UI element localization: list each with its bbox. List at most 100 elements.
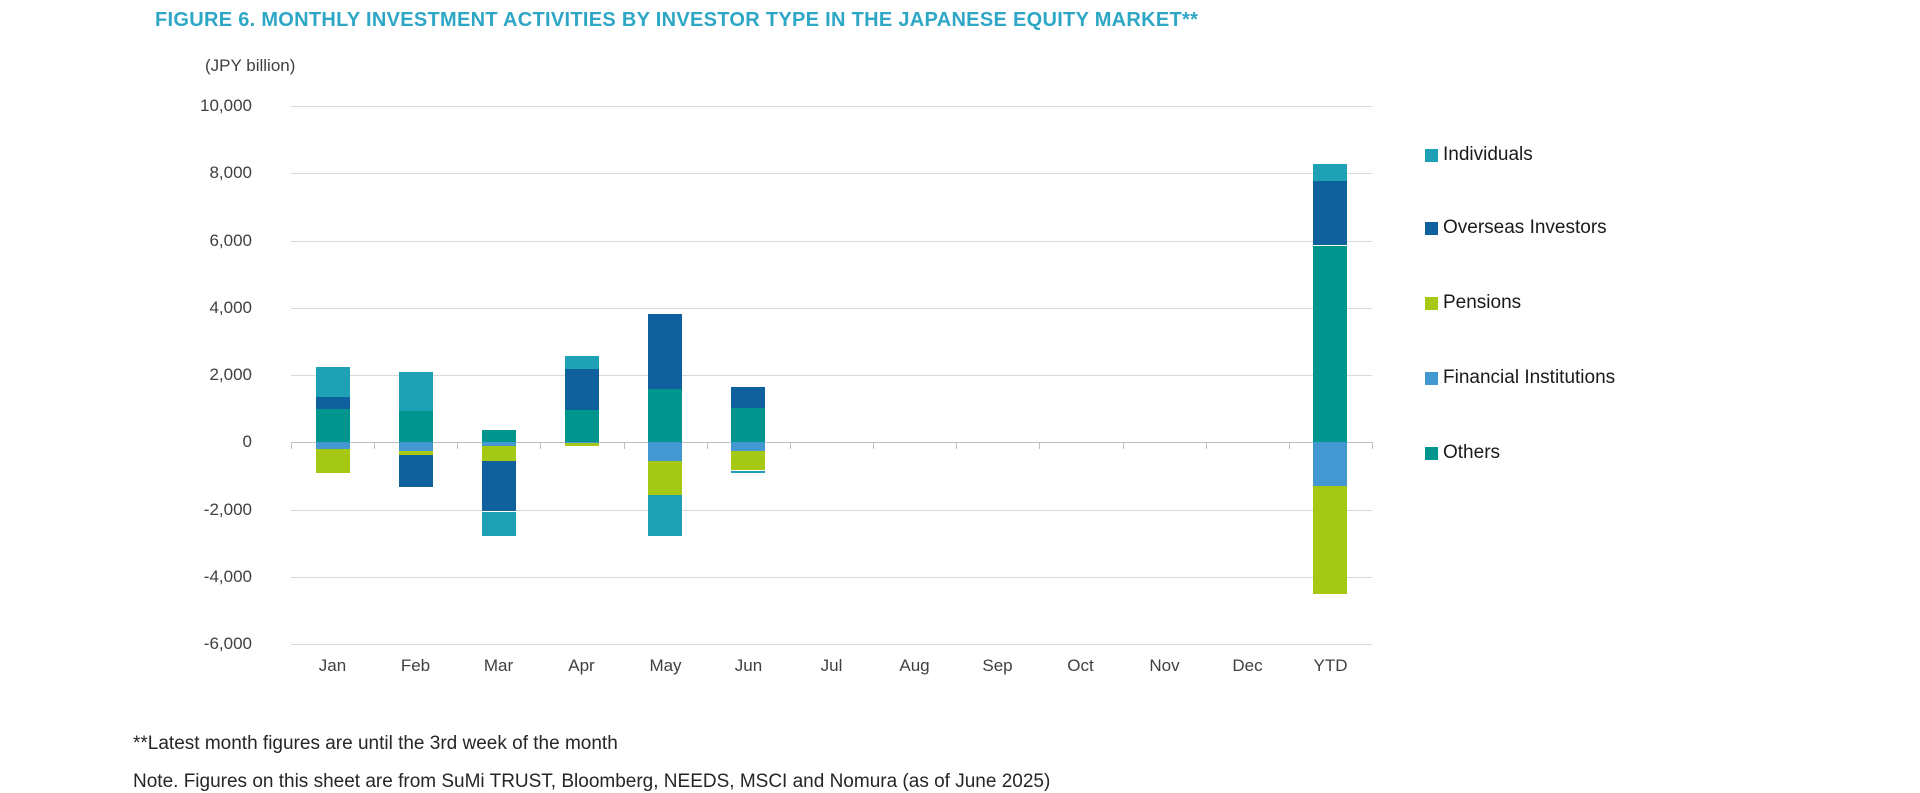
footnote-latest-month: **Latest month figures are until the 3rd…: [133, 733, 618, 754]
x-tick-label-dec: Dec: [1232, 656, 1263, 675]
category-tick: [457, 442, 458, 449]
x-tick-label-nov: Nov: [1149, 656, 1180, 675]
x-tick-label-sep: Sep: [982, 656, 1013, 675]
bar-segment-feb-overseas-investors: [399, 455, 433, 487]
bar-segment-may-overseas-investors: [648, 313, 682, 390]
figure-title: FIGURE 6. MONTHLY INVESTMENT ACTIVITIES …: [155, 9, 1199, 31]
bar-segment-jan-pensions: [316, 449, 350, 474]
legend-label: Individuals: [1443, 144, 1533, 165]
gridline: [291, 375, 1372, 376]
bar-segment-ytd-others: [1313, 245, 1347, 443]
gridline: [291, 173, 1372, 174]
bar-segment-jun-financial-institutions: [731, 442, 765, 451]
legend-item-individuals: Individuals: [1425, 144, 1533, 166]
legend-swatch: [1425, 371, 1438, 385]
legend-item-overseas-investors: Overseas Investors: [1425, 217, 1607, 239]
y-tick-label: 10,000: [200, 96, 252, 115]
category-tick: [956, 442, 957, 449]
footnote-source: Note. Figures on this sheet are from SuM…: [133, 771, 1051, 792]
category-tick: [1123, 442, 1124, 449]
bar-segment-jun-pensions: [731, 450, 765, 471]
gridline: [291, 577, 1372, 578]
y-tick-label: -4,000: [203, 567, 252, 586]
bar-segment-mar-pensions: [482, 446, 516, 462]
bar-segment-may-financial-institutions: [648, 442, 682, 462]
category-tick: [1289, 442, 1290, 449]
bar-segment-jun-overseas-investors: [731, 387, 765, 408]
legend-label: Pensions: [1443, 292, 1522, 313]
bar-segment-may-pensions: [648, 461, 682, 495]
bar-segment-jun-individuals: [731, 470, 765, 474]
y-tick-label: 4,000: [209, 298, 252, 317]
category-tick: [624, 442, 625, 449]
category-tick: [1039, 442, 1040, 449]
bar-segment-apr-overseas-investors: [565, 368, 599, 411]
legend-item-pensions: Pensions: [1425, 292, 1521, 314]
legend-label: Overseas Investors: [1443, 217, 1607, 238]
gridline: [291, 308, 1372, 309]
x-tick-label-jun: Jun: [734, 656, 763, 675]
bar-segment-ytd-individuals: [1313, 163, 1347, 182]
legend-item-financial-institutions: Financial Institutions: [1425, 367, 1615, 389]
bar-segment-jan-others: [316, 409, 350, 443]
y-tick-label: 0: [242, 432, 252, 451]
category-tick: [790, 442, 791, 449]
y-tick-label: -6,000: [203, 634, 252, 653]
bar-segment-apr-pensions: [565, 443, 599, 447]
legend-swatch: [1425, 446, 1438, 460]
legend-item-others: Others: [1425, 442, 1500, 464]
legend-swatch: [1425, 221, 1438, 235]
bar-segment-may-others: [648, 389, 682, 443]
bar-segment-jan-individuals: [316, 366, 350, 397]
bar-segment-apr-individuals: [565, 355, 599, 369]
category-tick: [1206, 442, 1207, 449]
x-tick-label-oct: Oct: [1067, 656, 1094, 675]
zero-gridline: [291, 442, 1372, 443]
y-tick-label: 6,000: [209, 231, 252, 250]
x-tick-label-may: May: [649, 656, 682, 675]
bar-segment-apr-financial-institutions: [565, 442, 599, 444]
x-tick-label-jul: Jul: [820, 656, 843, 675]
x-tick-label-feb: Feb: [400, 656, 431, 675]
legend-swatch: [1425, 296, 1438, 310]
bar-segment-may-individuals: [648, 494, 682, 537]
bar-segment-mar-overseas-investors: [482, 461, 516, 512]
gridline: [291, 106, 1372, 107]
bar-segment-ytd-overseas-investors: [1313, 181, 1347, 246]
bar-segment-feb-individuals: [399, 372, 433, 411]
x-tick-label-jan: Jan: [318, 656, 347, 675]
category-tick: [374, 442, 375, 449]
category-tick: [873, 442, 874, 449]
bar-segment-jan-financial-institutions: [316, 442, 350, 450]
bar-segment-mar-financial-institutions: [482, 442, 516, 447]
bar-segment-feb-pensions: [399, 451, 433, 456]
bar-segment-mar-individuals: [482, 511, 516, 536]
bar-segment-apr-others: [565, 410, 599, 443]
category-tick: [707, 442, 708, 449]
bar-segment-ytd-financial-institutions: [1313, 442, 1347, 487]
category-tick: [1372, 442, 1373, 449]
bar-segment-jan-overseas-investors: [316, 396, 350, 409]
y-tick-label: 8,000: [209, 163, 252, 182]
gridline: [291, 241, 1372, 242]
bar-segment-jun-others: [731, 407, 765, 443]
y-axis-unit-label: (JPY billion): [205, 56, 296, 75]
legend-label: Others: [1443, 442, 1501, 463]
gridline: [291, 510, 1372, 511]
legend-swatch: [1425, 148, 1438, 162]
category-tick: [540, 442, 541, 449]
category-tick: [291, 442, 292, 449]
x-tick-label-mar: Mar: [483, 656, 514, 675]
bar-segment-feb-financial-institutions: [399, 442, 433, 452]
x-tick-label-apr: Apr: [568, 656, 595, 675]
y-tick-label: 2,000: [209, 365, 252, 384]
bar-segment-feb-others: [399, 411, 433, 443]
gridline: [291, 644, 1372, 645]
legend-label: Financial Institutions: [1443, 367, 1616, 388]
y-tick-label: -2,000: [203, 500, 252, 519]
x-tick-label-ytd: YTD: [1313, 656, 1348, 675]
bar-segment-mar-others: [482, 429, 516, 443]
x-tick-label-aug: Aug: [899, 656, 930, 675]
bar-segment-ytd-pensions: [1313, 486, 1347, 594]
